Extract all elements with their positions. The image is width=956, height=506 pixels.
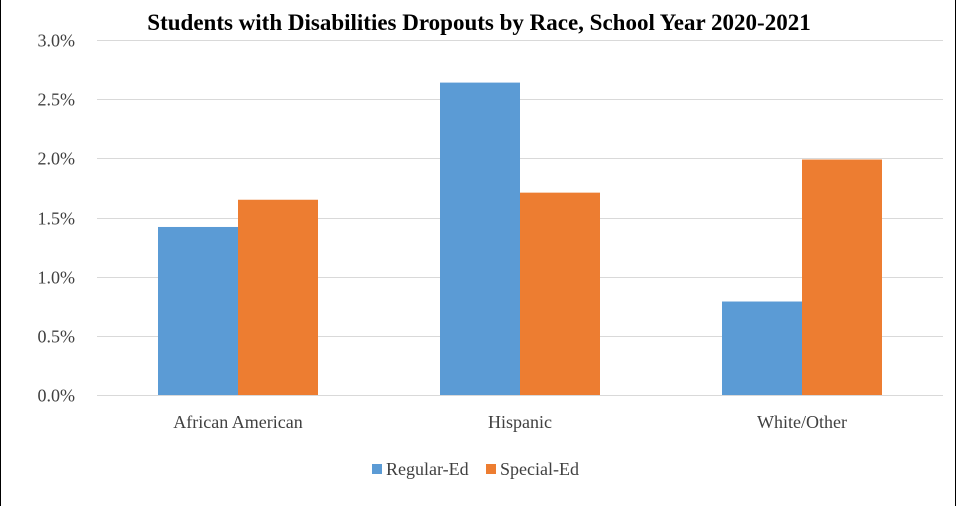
y-tick-label: 3.0% xyxy=(38,31,76,51)
legend-label: Special-Ed xyxy=(500,459,579,479)
bar-special-ed-white-other xyxy=(802,159,882,395)
x-axis-tick-labels: African American Hispanic White/Other xyxy=(173,412,847,432)
legend-label: Regular-Ed xyxy=(386,459,469,479)
x-tick-label: White/Other xyxy=(757,412,847,432)
y-tick-label: 2.5% xyxy=(38,90,76,110)
bars xyxy=(158,82,882,395)
chart-title: Students with Disabilities Dropouts by R… xyxy=(147,10,810,35)
x-tick-label: African American xyxy=(173,412,302,432)
y-tick-label: 1.0% xyxy=(38,268,76,288)
bar-regular-ed-white-other xyxy=(722,301,802,395)
legend-swatch xyxy=(372,464,382,474)
bar-regular-ed-hispanic xyxy=(440,82,520,395)
x-tick-label: Hispanic xyxy=(488,412,552,432)
legend: Regular-Ed Special-Ed xyxy=(372,459,579,479)
legend-swatch xyxy=(486,464,496,474)
y-tick-label: 1.5% xyxy=(38,209,76,229)
y-axis-tick-labels: 0.0% 0.5% 1.0% 1.5% 2.0% 2.5% 3.0% xyxy=(38,31,76,406)
bar-special-ed-african-american xyxy=(238,199,318,395)
bar-regular-ed-african-american xyxy=(158,226,238,395)
y-tick-label: 0.0% xyxy=(38,386,76,406)
y-tick-label: 2.0% xyxy=(38,149,76,169)
y-tick-label: 0.5% xyxy=(38,327,76,347)
bar-special-ed-hispanic xyxy=(520,192,600,395)
